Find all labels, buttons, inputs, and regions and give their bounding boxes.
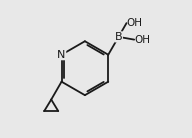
Text: N: N — [57, 50, 66, 60]
Text: B: B — [115, 32, 122, 42]
Text: OH: OH — [127, 18, 142, 28]
Text: OH: OH — [134, 35, 150, 45]
